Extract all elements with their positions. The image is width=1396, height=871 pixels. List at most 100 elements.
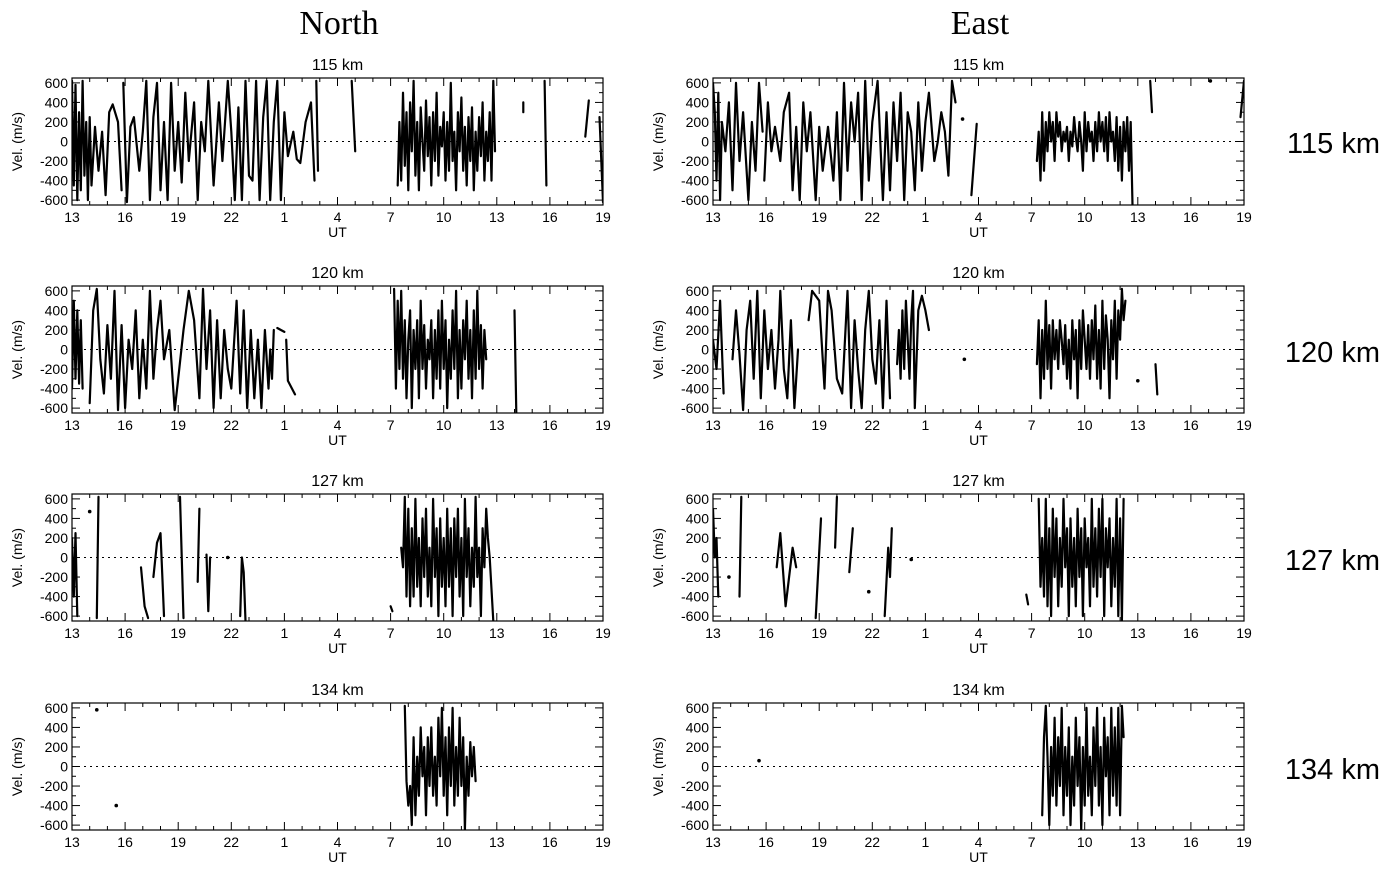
plot-frame xyxy=(712,77,1245,206)
velocity-line-segment xyxy=(72,299,84,390)
x-tick-label: 13 xyxy=(489,417,505,433)
x-tick-label: 22 xyxy=(865,417,881,433)
x-tick-label: 22 xyxy=(224,625,240,641)
velocity-line-segment xyxy=(400,495,495,621)
panel-title: 127 km xyxy=(311,473,363,490)
x-tick-label: 7 xyxy=(387,209,395,225)
panel-title: 120 km xyxy=(952,265,1004,282)
velocity-line-segment xyxy=(584,99,590,138)
x-tick-label: 7 xyxy=(1028,417,1036,433)
x-tick-label: 19 xyxy=(595,834,611,850)
data-point xyxy=(909,557,914,562)
y-axis-label: Vel. (m/s) xyxy=(9,320,25,379)
plot-frame xyxy=(712,493,1245,622)
x-tick-label: 1 xyxy=(922,625,930,641)
y-tick-label: 600 xyxy=(686,283,710,299)
y-tick-label: 600 xyxy=(45,700,69,716)
x-tick-label: 16 xyxy=(758,625,774,641)
data-point xyxy=(1136,378,1140,383)
x-tick-label: 19 xyxy=(170,625,186,641)
data-point xyxy=(94,708,99,712)
x-axis-label: UT xyxy=(328,640,347,656)
x-tick-label: 16 xyxy=(1183,834,1199,850)
plot-frame xyxy=(71,493,604,622)
y-tick-label: -200 xyxy=(681,569,709,585)
velocity-line-segment xyxy=(970,122,978,197)
x-tick-label: 4 xyxy=(975,417,983,433)
x-tick-label: 19 xyxy=(1236,209,1252,225)
y-tick-label: -400 xyxy=(681,798,709,814)
panel-east-2: 127 km Vel. (m/s) UT 600 400 200 0 -200 -400 -600… xyxy=(650,473,1252,656)
data-point xyxy=(87,509,92,514)
y-tick-label: -600 xyxy=(40,817,68,833)
data-point xyxy=(960,117,965,121)
y-axis-label: Vel. (m/s) xyxy=(650,737,666,796)
velocity-line-segment xyxy=(896,289,930,410)
x-tick-label: 19 xyxy=(811,417,827,433)
velocity-series xyxy=(713,495,1125,621)
y-tick-label: 600 xyxy=(686,700,710,716)
y-tick-label: -600 xyxy=(40,192,68,208)
x-tick-label: 22 xyxy=(865,625,881,641)
y-tick-label: 0 xyxy=(60,134,68,150)
data-point xyxy=(962,357,967,362)
y-tick-label: 400 xyxy=(45,510,69,526)
x-tick-label: 16 xyxy=(542,209,558,225)
velocity-line-segment xyxy=(1041,704,1125,830)
y-tick-label: 200 xyxy=(45,530,69,546)
x-tick-label: 4 xyxy=(334,209,342,225)
y-axis-label: Vel. (m/s) xyxy=(9,112,25,171)
row-label-120: 120 km xyxy=(1285,337,1380,369)
velocity-line-segment xyxy=(731,289,800,412)
y-tick-label: 600 xyxy=(45,75,69,91)
x-tick-label: 19 xyxy=(811,834,827,850)
x-tick-label: 10 xyxy=(436,417,452,433)
row-label-134: 134 km xyxy=(1285,754,1380,786)
velocity-line-segment xyxy=(396,79,497,192)
x-tick-label: 13 xyxy=(1130,417,1146,433)
x-tick-label: 19 xyxy=(595,625,611,641)
data-point xyxy=(727,575,731,579)
plot-frame xyxy=(71,702,604,831)
x-tick-label: 13 xyxy=(489,834,505,850)
y-tick-label: 0 xyxy=(701,134,709,150)
velocity-line-segment xyxy=(95,495,100,620)
x-tick-label: 16 xyxy=(542,417,558,433)
x-tick-label: 4 xyxy=(975,834,983,850)
y-tick-label: -600 xyxy=(681,192,709,208)
y-tick-label: 400 xyxy=(686,719,710,735)
x-tick-label: 1 xyxy=(281,209,289,225)
x-tick-label: 19 xyxy=(170,209,186,225)
x-tick-label: 22 xyxy=(224,209,240,225)
x-tick-label: 4 xyxy=(334,834,342,850)
y-tick-label: -200 xyxy=(40,778,68,794)
x-tick-label: 19 xyxy=(811,625,827,641)
velocity-line-segment xyxy=(814,517,823,620)
panel-title: 115 km xyxy=(953,57,1004,74)
y-tick-label: -400 xyxy=(40,381,68,397)
velocity-line-segment xyxy=(713,81,764,202)
y-tick-label: -200 xyxy=(40,569,68,585)
velocity-series xyxy=(72,495,495,621)
x-tick-label: 10 xyxy=(436,834,452,850)
velocity-line-segment xyxy=(72,79,123,202)
x-tick-label: 16 xyxy=(542,834,558,850)
velocity-line-segment xyxy=(763,79,957,202)
velocity-line-segment xyxy=(1025,593,1030,606)
y-tick-label: 200 xyxy=(45,322,69,338)
velocity-line-segment xyxy=(196,507,201,583)
x-tick-label: 4 xyxy=(975,625,983,641)
y-tick-label: -200 xyxy=(40,361,68,377)
velocity-line-segment xyxy=(139,566,150,620)
velocity-line-segment xyxy=(152,532,166,618)
chart-panels: 115 km Vel. (m/s) UT 600 400 200 0 -200 -400 -600… xyxy=(9,57,1252,865)
x-tick-label: 10 xyxy=(436,209,452,225)
x-tick-label: 13 xyxy=(705,209,721,225)
y-tick-label: -600 xyxy=(681,608,709,624)
plot-frame xyxy=(712,285,1245,414)
velocity-series xyxy=(72,79,603,204)
x-tick-label: 16 xyxy=(542,625,558,641)
row-label-115: 115 km xyxy=(1287,128,1380,160)
x-tick-label: 13 xyxy=(705,417,721,433)
y-tick-label: -400 xyxy=(40,589,68,605)
